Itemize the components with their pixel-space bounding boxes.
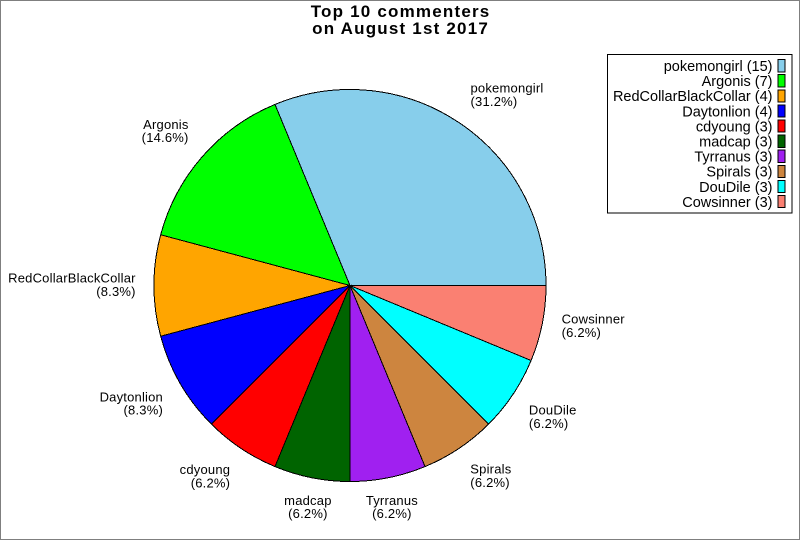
svg-text:DouDile: DouDile [529,403,577,418]
svg-text:(6.2%): (6.2%) [562,325,602,340]
svg-text:RedCollarBlackCollar (4): RedCollarBlackCollar (4) [613,89,773,105]
svg-text:cdyoung (3): cdyoung (3) [696,119,773,135]
svg-text:on August 1st 2017: on August 1st 2017 [312,19,489,38]
svg-text:pokemongirl (15): pokemongirl (15) [664,59,773,75]
svg-text:(6.2%): (6.2%) [288,506,328,521]
svg-text:Cowsinner (3): Cowsinner (3) [682,195,772,211]
svg-text:(14.6%): (14.6%) [142,130,189,145]
svg-text:cdyoung: cdyoung [180,462,231,477]
svg-text:Top 10 commenters: Top 10 commenters [311,2,491,21]
svg-text:(31.2%): (31.2%) [471,94,518,109]
svg-text:Tyrranus: Tyrranus [366,493,418,508]
svg-text:madcap (3): madcap (3) [699,135,772,151]
svg-text:Argonis: Argonis [143,117,189,132]
svg-text:(8.3%): (8.3%) [124,403,164,418]
svg-text:Daytonlion (4): Daytonlion (4) [682,104,772,120]
svg-text:madcap: madcap [284,493,331,508]
svg-text:RedCollarBlackCollar: RedCollarBlackCollar [8,271,136,286]
svg-text:DouDile (3): DouDile (3) [699,180,772,196]
svg-text:Argonis (7): Argonis (7) [702,74,773,90]
svg-text:Spirals (3): Spirals (3) [706,165,772,181]
svg-text:(6.2%): (6.2%) [191,476,231,491]
svg-text:(6.2%): (6.2%) [529,416,569,431]
svg-text:pokemongirl: pokemongirl [471,80,544,95]
svg-text:Tyrranus (3): Tyrranus (3) [694,150,772,166]
svg-text:(8.3%): (8.3%) [96,284,136,299]
svg-text:(6.2%): (6.2%) [470,475,510,490]
svg-text:Cowsinner: Cowsinner [562,312,626,327]
svg-text:Spirals: Spirals [470,462,511,477]
svg-text:(6.2%): (6.2%) [372,506,412,521]
svg-text:Daytonlion: Daytonlion [100,389,163,404]
